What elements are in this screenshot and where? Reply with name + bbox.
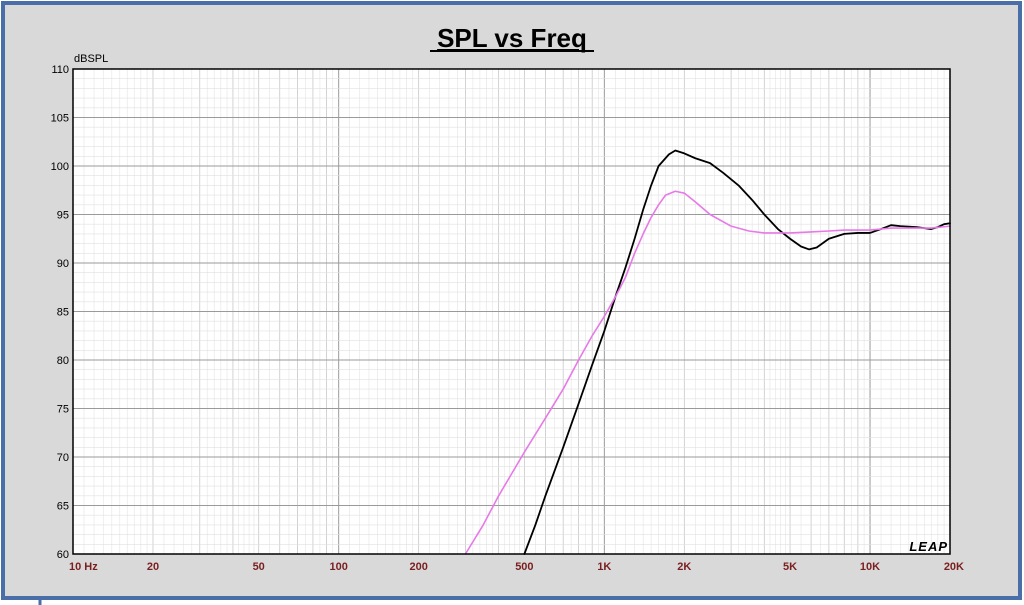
y-tick-label: 75 bbox=[57, 404, 69, 416]
chart-title: SPL vs Freq bbox=[437, 23, 587, 53]
x-tick-label: 20 bbox=[147, 561, 159, 573]
y-tick-label: 110 bbox=[51, 64, 69, 76]
x-tick-label: 2K bbox=[677, 561, 691, 573]
x-tick-label: 1K bbox=[597, 561, 611, 573]
y-tick-label: 80 bbox=[57, 355, 69, 367]
plot-border bbox=[72, 68, 951, 555]
y-tick-label: 95 bbox=[57, 210, 69, 222]
x-tick-label: 200 bbox=[409, 561, 427, 573]
series bbox=[464, 149, 951, 555]
series-line-black bbox=[523, 149, 951, 555]
x-tick-label: 500 bbox=[515, 561, 533, 573]
y-tick-label: 85 bbox=[57, 307, 69, 319]
x-tick-label: 10K bbox=[860, 561, 880, 573]
y-tick-label: 60 bbox=[57, 549, 69, 561]
y-tick-label: 65 bbox=[57, 501, 69, 513]
x-tick-label: 5K bbox=[783, 561, 797, 573]
tick-labels: 60 65 70 75 80 85 90 95 100 105 110 10 Hz 20 50 100 200… bbox=[51, 64, 964, 573]
y-tick-label: 70 bbox=[57, 452, 69, 464]
y-axis-label: dBSPL bbox=[74, 53, 108, 65]
x-tick-label: 20K bbox=[944, 561, 964, 573]
series-line-pink bbox=[464, 190, 951, 555]
y-tick-label: 100 bbox=[51, 161, 69, 173]
leap-logo: LEAP bbox=[909, 539, 948, 554]
x-tick-label: 10 Hz bbox=[69, 561, 98, 573]
x-tick-label: 100 bbox=[329, 561, 347, 573]
y-tick-label: 105 bbox=[51, 113, 69, 125]
y-tick-label: 90 bbox=[57, 258, 69, 270]
x-tick-label: 50 bbox=[253, 561, 265, 573]
